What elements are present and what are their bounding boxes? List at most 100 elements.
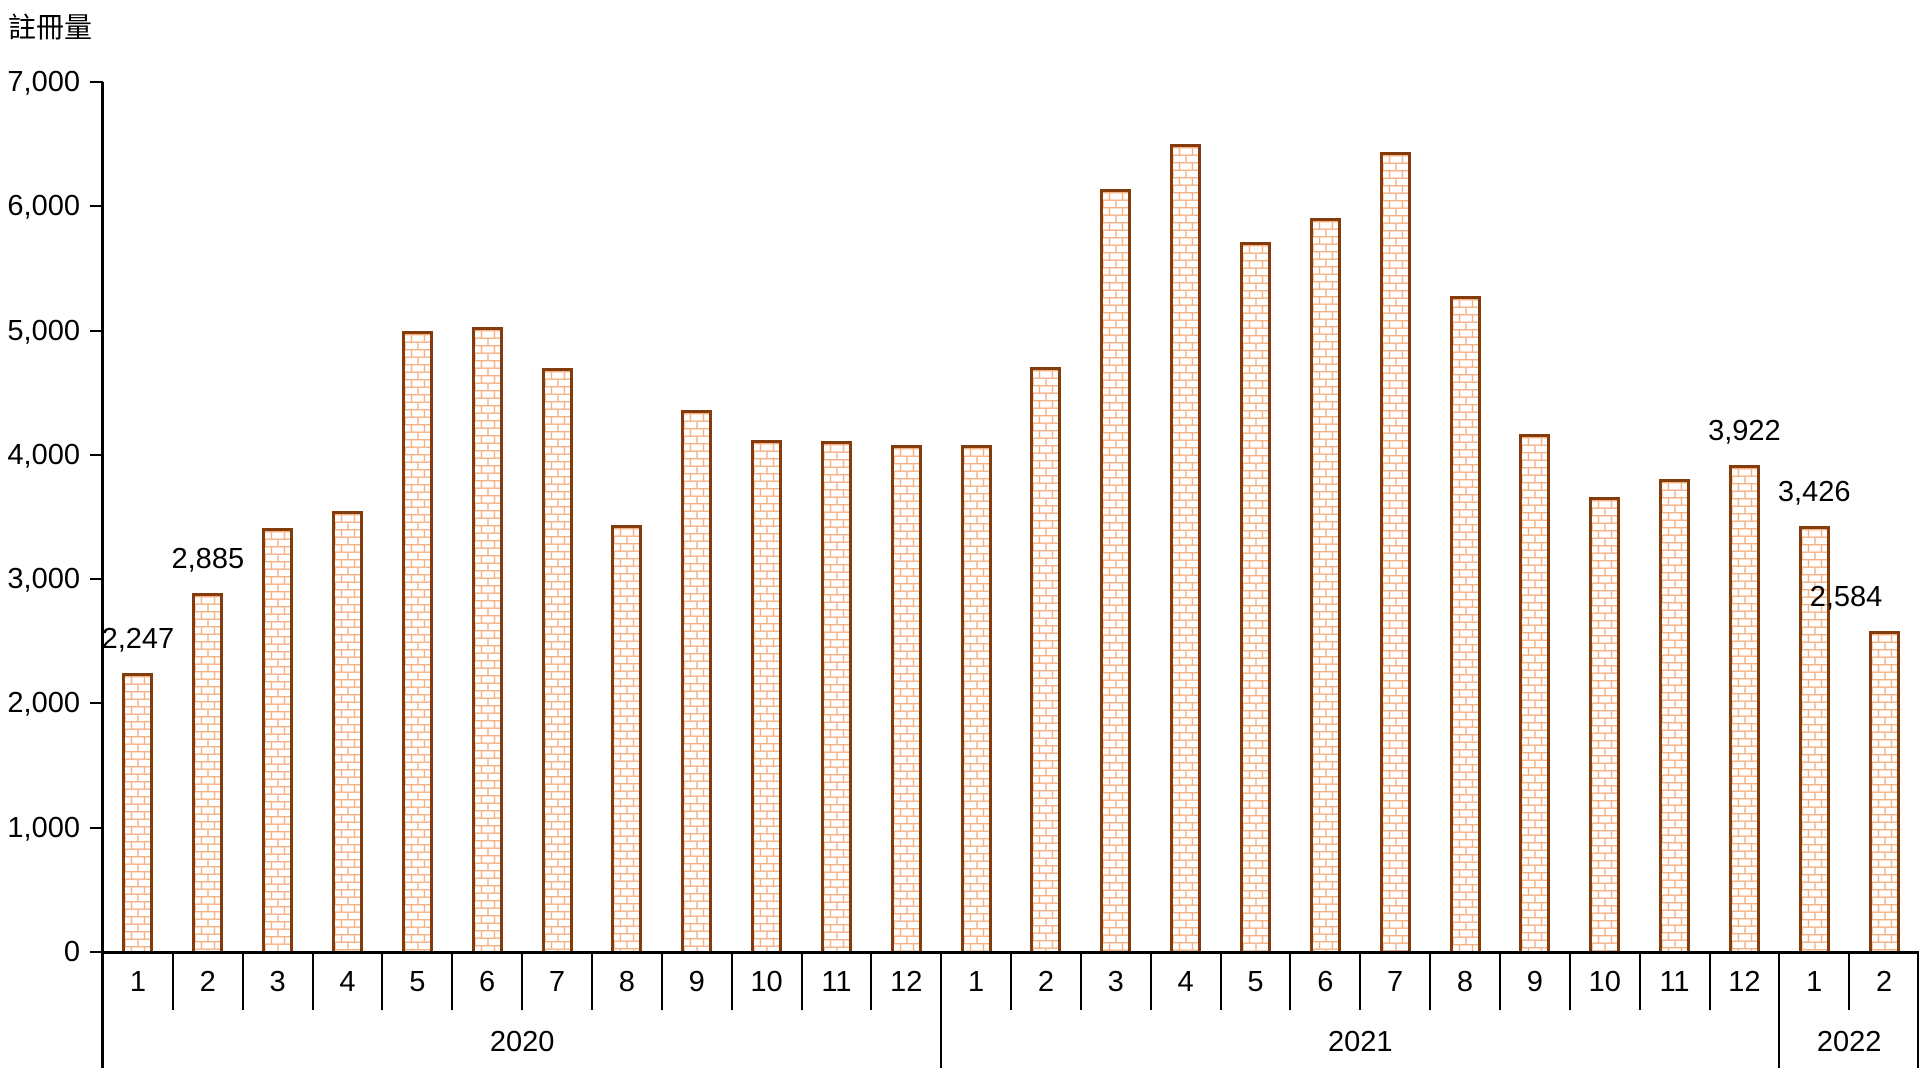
- x-month-label-2021-10: 10: [1588, 966, 1621, 998]
- y-tick-mark: [90, 702, 103, 705]
- brick-pattern-fill: [684, 413, 710, 951]
- y-tick-mark: [90, 81, 103, 83]
- month-divider: [1289, 952, 1292, 1010]
- y-tick-mark: [90, 205, 103, 208]
- bar-2020-6: [471, 326, 503, 954]
- month-divider: [1848, 952, 1851, 1010]
- month-divider: [171, 952, 174, 1010]
- x-month-label-2021-1: 1: [968, 966, 985, 998]
- y-tick-label-7000: 7,000: [7, 66, 80, 98]
- brick-pattern-fill: [335, 513, 360, 951]
- x-month-label-2021-5: 5: [1247, 966, 1264, 998]
- month-divider: [730, 952, 733, 1010]
- x-year-label-2020: 2020: [489, 1026, 555, 1058]
- month-divider: [311, 952, 314, 1010]
- brick-pattern-fill: [195, 596, 221, 951]
- month-divider: [1079, 952, 1082, 1010]
- bar-2021-1: [960, 444, 992, 954]
- brick-pattern-fill: [1382, 154, 1408, 951]
- x-year-label-2022: 2022: [1816, 1026, 1882, 1058]
- month-divider: [1429, 952, 1432, 1010]
- x-month-label-2020-11: 11: [821, 966, 852, 998]
- bar-2020-1: [122, 672, 154, 954]
- x-month-label-2020-3: 3: [269, 966, 286, 998]
- month-divider: [1219, 952, 1222, 1010]
- x-month-label-2021-9: 9: [1526, 966, 1543, 998]
- x-month-label-2020-5: 5: [409, 966, 426, 998]
- x-month-label-2020-12: 12: [890, 966, 923, 998]
- month-divider: [1708, 952, 1711, 1010]
- bar-2021-6: [1309, 217, 1341, 954]
- bar-2020-10: [751, 439, 782, 954]
- month-divider: [1359, 952, 1362, 1010]
- x-month-label-2020-9: 9: [688, 966, 705, 998]
- x-month-label-2021-11: 11: [1659, 966, 1690, 998]
- month-divider: [660, 952, 663, 1010]
- data-label-2020-1: 2,247: [101, 622, 175, 655]
- month-divider: [800, 952, 803, 1010]
- brick-pattern-fill: [1452, 298, 1478, 951]
- month-divider: [521, 952, 524, 1010]
- x-month-label-2021-4: 4: [1177, 966, 1194, 998]
- brick-pattern-fill: [614, 527, 640, 951]
- year-divider: [1778, 952, 1781, 1068]
- y-tick-label-4000: 4,000: [7, 438, 80, 471]
- x-month-label-2021-2: 2: [1037, 966, 1054, 998]
- brick-pattern-fill: [1592, 500, 1618, 951]
- bar-2021-2: [1030, 366, 1062, 954]
- x-month-label-2021-7: 7: [1387, 966, 1404, 998]
- bar-2021-12: [1728, 464, 1760, 954]
- brick-pattern-fill: [1731, 467, 1757, 951]
- brick-pattern-fill: [893, 447, 919, 951]
- bar-2021-5: [1240, 242, 1271, 954]
- brick-pattern-fill: [823, 444, 849, 951]
- brick-pattern-fill: [1871, 633, 1897, 951]
- month-divider: [870, 952, 873, 1010]
- data-label-2022-2: 2,584: [1809, 580, 1883, 613]
- bar-2021-10: [1589, 497, 1621, 954]
- bar-2020-11: [820, 441, 852, 954]
- bar-2020-12: [890, 444, 922, 954]
- brick-pattern-fill: [1243, 245, 1268, 951]
- month-divider: [381, 952, 384, 1010]
- bar-2020-8: [611, 524, 643, 954]
- x-month-label-2021-12: 12: [1728, 966, 1761, 998]
- brick-pattern-fill: [1173, 147, 1199, 951]
- bar-2020-9: [681, 410, 713, 954]
- brick-pattern-fill: [265, 531, 291, 951]
- data-label-2022-1: 3,426: [1777, 476, 1851, 509]
- brick-pattern-fill: [404, 333, 430, 951]
- y-tick-label-5000: 5,000: [7, 314, 80, 347]
- y-tick-label-3000: 3,000: [7, 563, 80, 596]
- month-divider: [1638, 952, 1641, 1010]
- brick-pattern-fill: [1033, 369, 1059, 951]
- data-label-2020-2: 2,885: [171, 543, 245, 576]
- brick-pattern-fill: [125, 675, 151, 951]
- x-month-label-2022-1: 1: [1806, 966, 1823, 998]
- bar-2021-7: [1379, 151, 1411, 954]
- year-divider: [1917, 952, 1919, 1068]
- month-divider: [451, 952, 454, 1010]
- x-month-label-2020-2: 2: [199, 966, 216, 998]
- x-month-label-2020-1: 1: [129, 966, 146, 998]
- y-tick-label-1000: 1,000: [7, 811, 80, 844]
- month-divider: [241, 952, 244, 1010]
- month-divider: [1010, 952, 1012, 1010]
- bar-2020-3: [262, 528, 294, 954]
- month-divider: [1149, 952, 1152, 1010]
- bar-2021-9: [1519, 433, 1551, 954]
- y-tick-mark: [90, 826, 103, 829]
- y-tick-label-0: 0: [63, 936, 80, 968]
- y-tick-mark: [90, 578, 103, 581]
- year-divider: [940, 952, 943, 1068]
- y-tick-mark: [90, 951, 103, 953]
- data-label-2021-12: 3,922: [1708, 414, 1781, 447]
- y-axis-line: [101, 82, 104, 1068]
- x-month-label-2021-6: 6: [1317, 966, 1334, 998]
- month-divider: [1568, 952, 1571, 1010]
- y-tick-label-2000: 2,000: [7, 687, 80, 720]
- x-month-label-2020-7: 7: [548, 966, 566, 998]
- month-divider: [590, 952, 593, 1010]
- x-month-label-2020-10: 10: [750, 966, 783, 998]
